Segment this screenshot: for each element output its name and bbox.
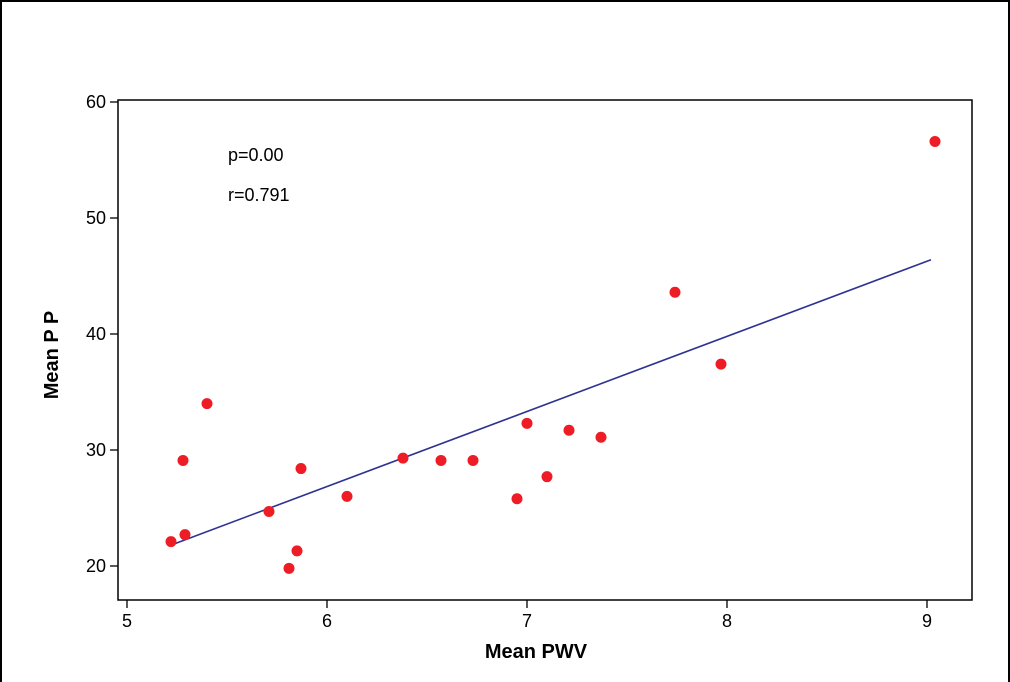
p-value-annotation: p=0.00 bbox=[228, 145, 284, 165]
x-tick-label: 8 bbox=[722, 611, 732, 631]
data-point bbox=[263, 505, 275, 517]
data-point bbox=[179, 529, 191, 541]
data-point bbox=[715, 358, 727, 370]
data-point bbox=[669, 286, 681, 298]
y-tick-label: 20 bbox=[86, 556, 106, 576]
data-points bbox=[165, 135, 941, 574]
data-point bbox=[397, 452, 409, 464]
r-value-annotation: r=0.791 bbox=[228, 185, 290, 205]
data-point bbox=[929, 135, 941, 147]
data-point bbox=[341, 490, 353, 502]
data-point bbox=[201, 398, 213, 410]
data-point bbox=[435, 454, 447, 466]
regression-line bbox=[170, 259, 932, 546]
data-point bbox=[291, 545, 303, 557]
x-tick-label: 7 bbox=[522, 611, 532, 631]
plot-area bbox=[117, 99, 973, 601]
data-point bbox=[563, 424, 575, 436]
y-tick-label: 60 bbox=[86, 92, 106, 112]
x-tick-label: 6 bbox=[322, 611, 332, 631]
data-point bbox=[521, 417, 533, 429]
data-point bbox=[541, 471, 553, 483]
y-tick-label: 50 bbox=[86, 208, 106, 228]
data-point bbox=[511, 493, 523, 505]
y-tick-label: 40 bbox=[86, 324, 106, 344]
data-point bbox=[165, 536, 177, 548]
data-point bbox=[283, 562, 295, 574]
y-tick-label: 30 bbox=[86, 440, 106, 460]
axis-ticks: 5 6 7 8 9 20 30 40 50 60 bbox=[86, 92, 932, 631]
x-tick-label: 9 bbox=[922, 611, 932, 631]
x-axis-title: Mean PWV bbox=[485, 641, 588, 663]
data-point bbox=[295, 463, 307, 475]
y-axis-title: Mean P P bbox=[41, 311, 63, 400]
data-point bbox=[467, 454, 479, 466]
data-point bbox=[595, 431, 607, 443]
x-tick-label: 5 bbox=[122, 611, 132, 631]
data-point bbox=[177, 454, 189, 466]
